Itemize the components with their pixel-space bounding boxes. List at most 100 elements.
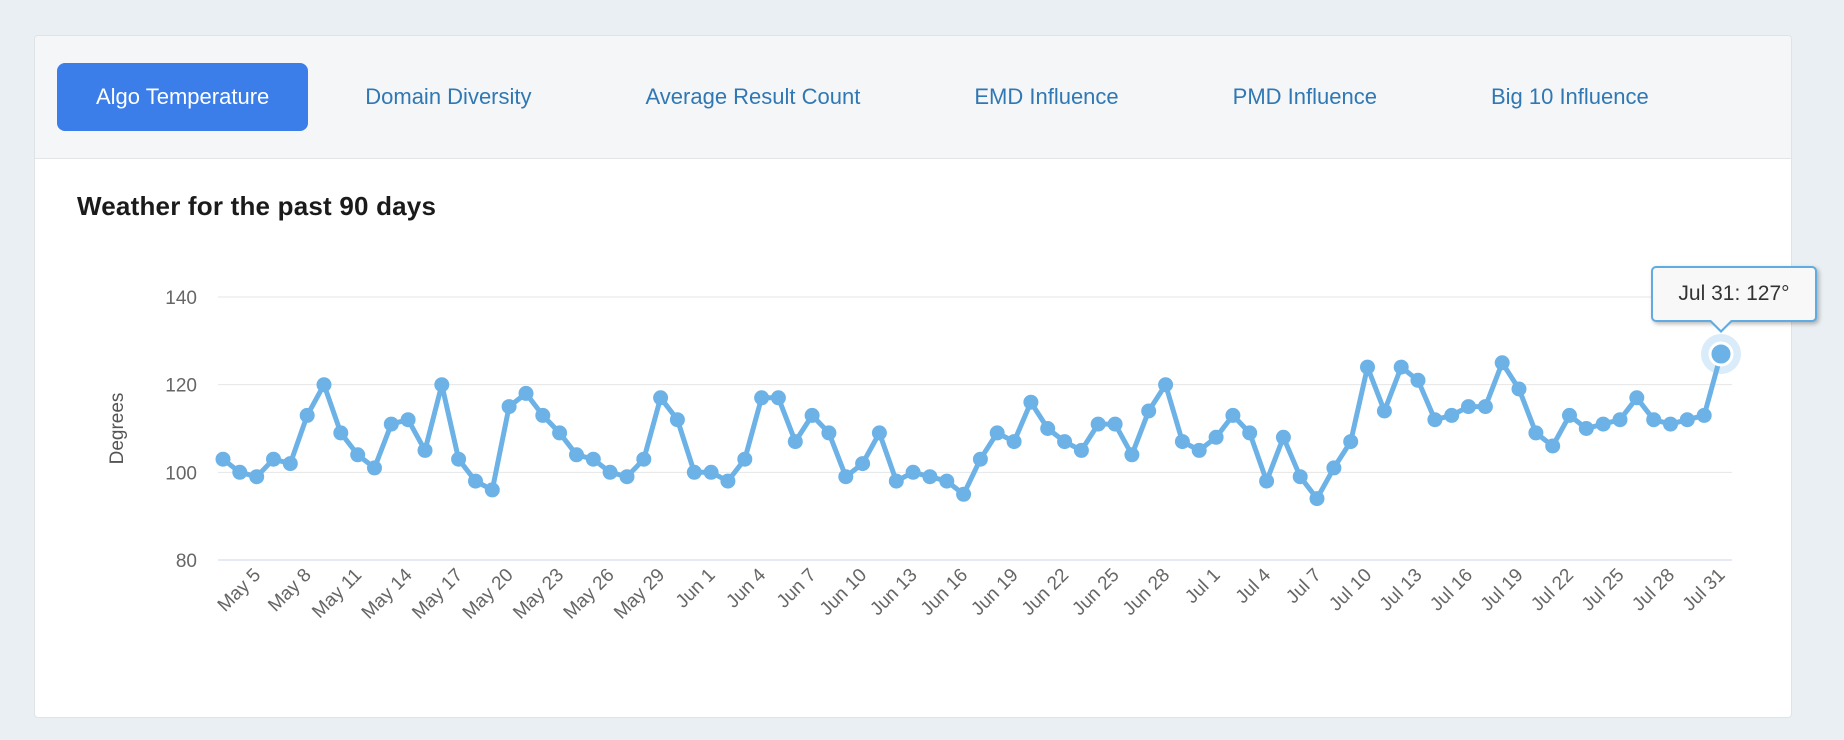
data-point[interactable] xyxy=(1208,429,1224,445)
data-point[interactable] xyxy=(1696,407,1712,423)
highlighted-data-point[interactable] xyxy=(1708,341,1734,367)
data-point[interactable] xyxy=(888,473,904,489)
data-point[interactable] xyxy=(1528,425,1544,441)
data-point[interactable] xyxy=(1107,416,1123,432)
data-point[interactable] xyxy=(989,425,1005,441)
data-point[interactable] xyxy=(1461,399,1476,415)
data-point[interactable] xyxy=(922,469,938,485)
data-point[interactable] xyxy=(484,482,500,498)
tab-average-result-count[interactable]: Average Result Count xyxy=(589,64,918,130)
data-point[interactable] xyxy=(1006,434,1022,450)
data-point[interactable] xyxy=(1057,434,1073,450)
data-point[interactable] xyxy=(400,412,416,428)
data-point[interactable] xyxy=(1073,442,1089,458)
data-point[interactable] xyxy=(1679,412,1695,428)
data-point[interactable] xyxy=(266,451,281,467)
data-point[interactable] xyxy=(249,469,265,485)
data-point[interactable] xyxy=(451,451,467,467)
y-tick-label: 120 xyxy=(165,376,197,397)
tab-pmd-influence[interactable]: PMD Influence xyxy=(1176,64,1434,130)
data-point[interactable] xyxy=(737,451,753,467)
data-point[interactable] xyxy=(754,390,770,406)
data-point[interactable] xyxy=(1191,442,1207,458)
data-point[interactable] xyxy=(838,469,854,485)
data-point[interactable] xyxy=(1158,377,1174,393)
data-point[interactable] xyxy=(215,451,231,467)
data-point[interactable] xyxy=(1360,359,1375,375)
data-point[interactable] xyxy=(535,407,551,423)
data-point[interactable] xyxy=(602,464,618,480)
data-point[interactable] xyxy=(569,447,584,463)
data-point[interactable] xyxy=(1511,381,1527,397)
data-point[interactable] xyxy=(1309,491,1325,507)
data-point[interactable] xyxy=(1578,421,1594,436)
data-point[interactable] xyxy=(703,464,719,480)
data-point[interactable] xyxy=(282,456,298,472)
data-point[interactable] xyxy=(720,473,736,489)
data-point[interactable] xyxy=(1595,416,1611,432)
data-point[interactable] xyxy=(1174,434,1190,450)
data-point[interactable] xyxy=(804,407,820,423)
data-point[interactable] xyxy=(333,425,349,441)
data-point[interactable] xyxy=(787,434,803,450)
x-tick-label: Jul 4 xyxy=(1232,564,1276,608)
data-point[interactable] xyxy=(1477,399,1493,415)
data-point[interactable] xyxy=(1393,359,1409,375)
data-point[interactable] xyxy=(1141,403,1157,419)
tab-algo-temperature[interactable]: Algo Temperature xyxy=(57,63,309,131)
data-point[interactable] xyxy=(518,385,534,401)
data-point[interactable] xyxy=(770,390,786,406)
data-point[interactable] xyxy=(1562,407,1577,423)
data-point[interactable] xyxy=(1040,421,1056,436)
tab-emd-influence[interactable]: EMD Influence xyxy=(917,64,1175,130)
data-point[interactable] xyxy=(316,377,332,393)
data-point[interactable] xyxy=(1494,355,1510,371)
data-point[interactable] xyxy=(1259,473,1275,489)
tab-domain-diversity[interactable]: Domain Diversity xyxy=(308,64,588,130)
data-point[interactable] xyxy=(1242,425,1258,441)
data-point[interactable] xyxy=(905,464,921,480)
data-point[interactable] xyxy=(1376,403,1392,419)
data-point[interactable] xyxy=(585,451,601,467)
data-point[interactable] xyxy=(956,486,972,502)
data-point[interactable] xyxy=(1545,438,1561,454)
data-point[interactable] xyxy=(232,464,248,480)
data-point[interactable] xyxy=(383,416,399,432)
data-point[interactable] xyxy=(686,464,702,480)
data-point[interactable] xyxy=(1090,416,1106,432)
data-point[interactable] xyxy=(1629,390,1645,406)
data-point[interactable] xyxy=(1612,412,1628,428)
data-point[interactable] xyxy=(939,473,955,489)
data-point[interactable] xyxy=(636,451,652,467)
data-point[interactable] xyxy=(855,456,871,472)
data-point[interactable] xyxy=(552,425,568,441)
x-tick-label: May 14 xyxy=(358,564,417,623)
data-point[interactable] xyxy=(653,390,669,406)
data-point[interactable] xyxy=(299,407,315,423)
data-point[interactable] xyxy=(1292,469,1308,485)
data-point[interactable] xyxy=(871,425,887,441)
data-point[interactable] xyxy=(1444,407,1460,423)
data-point[interactable] xyxy=(1023,394,1039,410)
x-tick-label: May 29 xyxy=(610,565,669,624)
data-point[interactable] xyxy=(1663,416,1678,432)
data-point[interactable] xyxy=(1343,434,1359,450)
data-point[interactable] xyxy=(1410,372,1426,388)
data-point[interactable] xyxy=(501,399,517,415)
data-point[interactable] xyxy=(972,451,988,467)
data-point[interactable] xyxy=(669,412,685,428)
data-point[interactable] xyxy=(619,469,635,485)
tab-big-10-influence[interactable]: Big 10 Influence xyxy=(1434,64,1706,130)
data-point[interactable] xyxy=(468,473,483,489)
data-point[interactable] xyxy=(417,442,433,458)
data-point[interactable] xyxy=(1326,460,1342,476)
data-point[interactable] xyxy=(1427,412,1443,428)
data-point[interactable] xyxy=(350,447,366,463)
data-point[interactable] xyxy=(1646,412,1662,428)
data-point[interactable] xyxy=(1225,407,1241,423)
data-point[interactable] xyxy=(821,425,837,441)
data-point[interactable] xyxy=(1275,429,1291,445)
data-point[interactable] xyxy=(1124,447,1140,463)
data-point[interactable] xyxy=(367,460,382,476)
data-point[interactable] xyxy=(434,377,450,393)
